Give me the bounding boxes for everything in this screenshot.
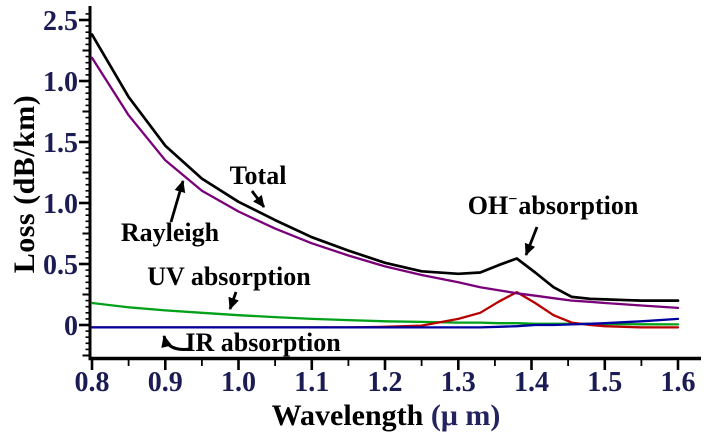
- x-tick-label: 1.3: [441, 367, 476, 398]
- y-tick-label: 2.5: [43, 6, 78, 37]
- annotation-arrow-ir: [161, 335, 191, 351]
- oh-label-rest: absorption: [518, 191, 639, 220]
- y-tick-label: 1.0: [43, 189, 78, 220]
- oh-superscript-minus: −: [508, 191, 518, 209]
- series-uv-absorption: [90, 301, 680, 326]
- x-axis-title: Wavelength (μ m): [272, 399, 501, 433]
- y-tick-label: 1.5: [43, 128, 78, 159]
- annotation-total: Total: [229, 161, 287, 190]
- x-axis-title-unit: (μ m): [430, 399, 501, 432]
- oh-label-base: OH: [467, 191, 509, 220]
- annotation-arrow-total: [250, 190, 266, 208]
- x-axis-title-word: Wavelength: [271, 399, 431, 432]
- y-tick-label: 0.5: [43, 250, 78, 281]
- y-tick-label: 1.0: [43, 67, 78, 98]
- x-tick-label: 0.8: [75, 367, 110, 398]
- annotation-oh-absorption: OH−absorption: [467, 191, 639, 220]
- annotation-arrow-rayleigh: [169, 180, 186, 223]
- x-tick-label: 0.9: [148, 367, 183, 398]
- x-tick-label: 1.4: [514, 367, 549, 398]
- annotation-arrow-oh: [524, 226, 539, 256]
- series-total: [90, 33, 680, 302]
- annotation-uv-absorption: UV absorption: [147, 262, 311, 291]
- series-ir-absorption: [90, 317, 680, 329]
- y-tick-label: 0: [64, 311, 78, 342]
- annotation-arrow-uv: [228, 291, 239, 310]
- annotation-ir-absorption: IR absorption: [185, 328, 341, 357]
- annotation-rayleigh: Rayleigh: [120, 218, 220, 247]
- series-rayleigh: [90, 56, 680, 310]
- x-tick-label: 1.5: [587, 367, 622, 398]
- x-tick-label: 1.0: [221, 367, 256, 398]
- x-tick-label: 1.1: [294, 367, 329, 398]
- x-tick-label: 1.6: [661, 367, 696, 398]
- y-axis-title: Loss (dB/km): [8, 94, 41, 274]
- x-tick-label: 1.2: [368, 367, 403, 398]
